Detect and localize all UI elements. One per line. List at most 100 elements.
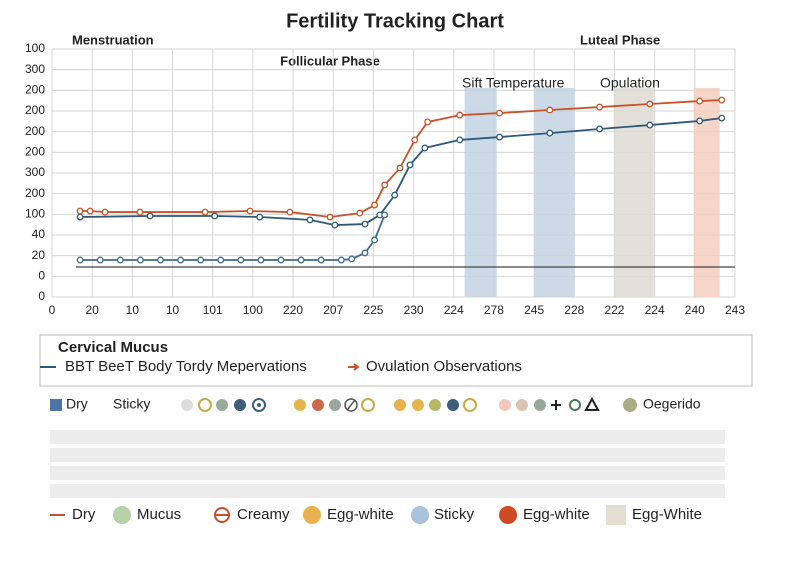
- annotation: Opulation: [600, 75, 660, 91]
- data-point: [546, 106, 554, 114]
- chart-title: Fertility Tracking Chart: [286, 10, 504, 32]
- phase-band: [613, 88, 654, 297]
- x-tick-label: 101: [203, 303, 223, 317]
- legend-label[interactable]: Egg-white: [523, 506, 590, 523]
- data-point: [256, 213, 264, 221]
- data-point: [76, 256, 84, 264]
- data-point: [136, 208, 144, 216]
- data-point: [546, 129, 554, 137]
- data-point: [146, 212, 154, 220]
- y-tick-label: 300: [25, 62, 45, 76]
- legend-label[interactable]: Creamy: [237, 506, 290, 523]
- legend-label[interactable]: Mucus: [137, 506, 181, 523]
- legend-swatch: [348, 363, 360, 371]
- data-point: [211, 212, 219, 220]
- data-point: [201, 208, 209, 216]
- data-point: [348, 255, 356, 263]
- x-tick-label: 220: [283, 303, 303, 317]
- data-point: [371, 236, 379, 244]
- data-point: [396, 164, 404, 172]
- x-tick-label: 224: [645, 303, 665, 317]
- y-tick-label: 100: [25, 41, 45, 55]
- data-point: [381, 211, 389, 219]
- data-point: [391, 191, 399, 199]
- data-point: [306, 216, 314, 224]
- data-point: [496, 109, 504, 117]
- data-point: [381, 181, 389, 189]
- data-point: [297, 256, 305, 264]
- placeholder-rows: [50, 430, 725, 498]
- y-tick-label: 100: [25, 207, 45, 221]
- legend-label[interactable]: Egg-white: [327, 506, 394, 523]
- data-point: [718, 96, 726, 104]
- y-tick-label: 200: [25, 145, 45, 159]
- y-tick-label: 200: [25, 83, 45, 97]
- data-point: [326, 213, 334, 221]
- data-point: [217, 256, 225, 264]
- legend-label[interactable]: Sticky: [434, 506, 475, 523]
- data-point: [424, 118, 432, 126]
- series-line: [80, 117, 722, 226]
- data-point: [96, 256, 104, 264]
- phase-label: Menstruation: [72, 32, 154, 47]
- series-line: [80, 214, 386, 261]
- data-point: [361, 220, 369, 228]
- symbol-row: Dry Sticky Oegerido: [50, 396, 701, 412]
- phase-label: Luteal Phase: [580, 32, 660, 47]
- x-tick-label: 222: [604, 303, 624, 317]
- x-tick-label: 245: [524, 303, 544, 317]
- data-point: [177, 256, 185, 264]
- data-point: [317, 256, 325, 264]
- data-point: [286, 208, 294, 216]
- data-point: [157, 256, 164, 264]
- x-tick-label: 240: [685, 303, 705, 317]
- x-tick-label: 10: [126, 303, 140, 317]
- data-point: [76, 207, 84, 215]
- legend-label[interactable]: Egg-White: [632, 506, 702, 523]
- data-point: [646, 100, 654, 108]
- x-tick-label: 230: [404, 303, 424, 317]
- x-tick-label: 243: [725, 303, 745, 317]
- data-point: [277, 256, 285, 264]
- data-point: [406, 161, 414, 169]
- data-point: [361, 249, 369, 257]
- legend-label[interactable]: Dry: [72, 506, 96, 523]
- x-tick-label: 0: [49, 303, 56, 317]
- data-point: [411, 136, 419, 144]
- x-tick-label: 20: [85, 303, 99, 317]
- data-point: [86, 207, 94, 215]
- x-tick-label: 228: [564, 303, 584, 317]
- data-point: [646, 121, 654, 129]
- data-point: [101, 208, 109, 216]
- data-point: [696, 97, 704, 105]
- data-point: [331, 221, 339, 229]
- y-tick-label: 200: [25, 124, 45, 138]
- data-point: [356, 209, 364, 217]
- y-tick-label: 0: [38, 269, 45, 283]
- x-tick-label: 225: [363, 303, 383, 317]
- y-tick-label: 40: [32, 227, 46, 241]
- legend-label[interactable]: Ovulation Observations: [366, 358, 522, 375]
- phase-band: [464, 88, 497, 297]
- data-point: [237, 256, 245, 264]
- x-tick-label: 207: [323, 303, 343, 317]
- data-point: [718, 114, 726, 122]
- symbol-label: Oegerido: [643, 396, 701, 412]
- x-tick-label: 278: [484, 303, 504, 317]
- legend-label[interactable]: BBT BeeT Body Tordy Mepervations: [65, 358, 307, 375]
- data-point: [246, 207, 254, 215]
- data-point: [116, 256, 124, 264]
- y-tick-label: 200: [25, 103, 45, 117]
- data-point: [197, 256, 205, 264]
- y-tick-label: 300: [25, 165, 45, 179]
- data-point: [496, 133, 504, 141]
- symbol-label: Dry: [66, 396, 88, 412]
- bottom-legend: Dry Mucus Creamy Egg-white Sticky Egg-wh…: [50, 505, 702, 525]
- data-point: [696, 117, 704, 125]
- data-point: [76, 213, 84, 221]
- data-point: [257, 256, 265, 264]
- x-tick-label: 224: [444, 303, 464, 317]
- data-point: [456, 111, 464, 119]
